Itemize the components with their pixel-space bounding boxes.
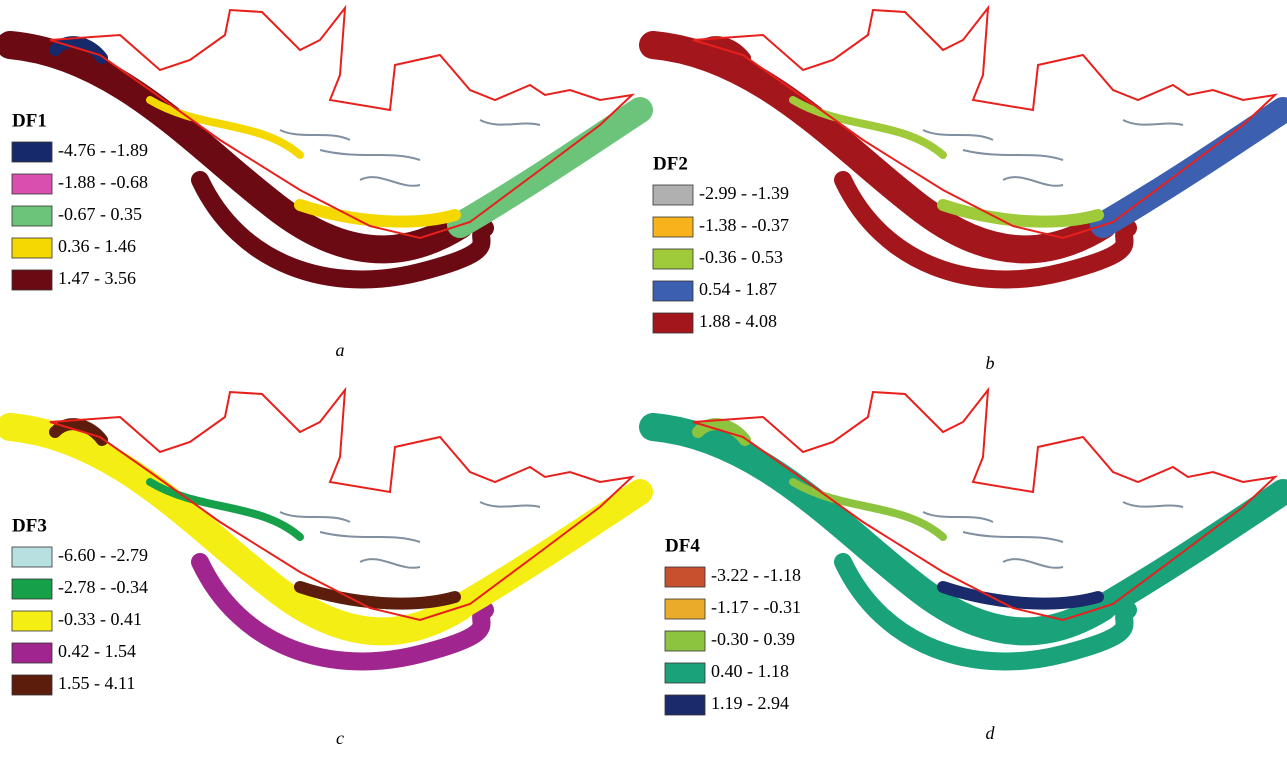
river-zone	[789, 478, 947, 541]
river-zone	[191, 171, 494, 289]
river-zone	[639, 413, 1117, 646]
legend-swatch	[11, 237, 53, 259]
legend-label: -2.99 - -1.39	[699, 183, 789, 203]
side-channel	[359, 558, 421, 569]
side-channel	[962, 531, 1064, 543]
legend-label: -1.38 - -0.37	[699, 215, 789, 235]
side-channel	[1002, 558, 1064, 569]
panel-caption: d	[986, 723, 996, 743]
legend-label: -0.30 - 0.39	[711, 629, 795, 649]
legend-swatch	[11, 674, 53, 696]
legend-swatch	[11, 578, 53, 600]
legend-label: -3.22 - -1.18	[711, 565, 801, 585]
legend-label: -2.78 - -0.34	[58, 577, 148, 597]
map-panel: DF2 -2.99 - -1.39 -1.38 - -0.37 -0.36 - 0.5…	[639, 4, 1287, 373]
study-boundary	[49, 386, 636, 622]
river-zone	[0, 31, 474, 264]
legend-title: DF3	[12, 515, 47, 536]
legend-label: -1.88 - -0.68	[58, 172, 148, 192]
river-zone	[0, 413, 474, 646]
legend-label: 1.47 - 3.56	[58, 268, 136, 288]
river-zone	[447, 97, 653, 238]
legend-label: -0.33 - 0.41	[58, 609, 142, 629]
map-panel: DF3 -6.60 - -2.79 -2.78 - -0.34 -0.33 - 0.4…	[0, 386, 653, 748]
study-boundary	[692, 4, 1279, 240]
legend-swatch	[652, 216, 694, 238]
legend-swatch	[652, 280, 694, 302]
river-zone	[294, 199, 461, 228]
legend-swatch	[11, 173, 53, 195]
river-zone	[639, 31, 1117, 264]
river-zone	[1090, 479, 1287, 620]
panel-caption: b	[986, 353, 995, 373]
legend-swatch	[664, 566, 706, 588]
river-zone	[447, 479, 653, 620]
legend-swatch	[11, 610, 53, 632]
side-channel	[479, 501, 541, 508]
river-zone	[146, 96, 304, 159]
river-zone	[1090, 97, 1287, 238]
legend-swatch	[664, 598, 706, 620]
legend-swatch	[664, 630, 706, 652]
side-channel	[962, 149, 1064, 161]
side-channel	[1122, 119, 1184, 126]
river-zone	[191, 553, 494, 671]
legend-label: -0.67 - 0.35	[58, 204, 142, 224]
legend-title: DF2	[653, 153, 688, 174]
legend-label: -4.76 - -1.89	[58, 140, 148, 160]
legend-label: -1.17 - -0.31	[711, 597, 801, 617]
legend-swatch	[11, 205, 53, 227]
legend-label: 0.54 - 1.87	[699, 279, 777, 299]
legend-swatch	[11, 546, 53, 568]
side-channel	[279, 129, 351, 141]
legend-label: 0.42 - 1.54	[58, 641, 136, 661]
legend-swatch	[11, 642, 53, 664]
river-zone	[146, 478, 304, 541]
river-zone	[937, 199, 1104, 228]
legend-swatch	[664, 694, 706, 716]
side-channel	[479, 119, 541, 126]
legend-label: 1.19 - 2.94	[711, 693, 789, 713]
legend-swatch	[652, 312, 694, 334]
river-zone	[834, 171, 1137, 289]
legend-label: 0.40 - 1.18	[711, 661, 789, 681]
legend-label: -0.36 - 0.53	[699, 247, 783, 267]
legend-swatch	[652, 248, 694, 270]
study-boundary	[49, 4, 636, 240]
legend-label: 1.88 - 4.08	[699, 311, 777, 331]
side-channel	[1122, 501, 1184, 508]
legend-swatch	[652, 184, 694, 206]
study-boundary	[692, 386, 1279, 622]
legend-swatch	[11, 269, 53, 291]
legend-swatch	[11, 141, 53, 163]
side-channel	[319, 149, 421, 161]
side-channel	[922, 511, 994, 523]
river-zone	[294, 581, 461, 610]
side-channel	[279, 511, 351, 523]
panel-caption: c	[336, 728, 344, 748]
panel-caption: a	[336, 340, 345, 360]
legend-swatch	[664, 662, 706, 684]
legend-label: 0.36 - 1.46	[58, 236, 136, 256]
map-panel: DF1 -4.76 - -1.89 -1.88 - -0.68 -0.67 - 0.3…	[0, 4, 653, 360]
side-channel	[922, 129, 994, 141]
side-channel	[359, 176, 421, 187]
river-zone	[834, 553, 1137, 671]
legend-title: DF4	[665, 535, 700, 556]
legend-title: DF1	[12, 110, 47, 131]
map-panel: DF4 -3.22 - -1.18 -1.17 - -0.31 -0.30 - 0.3…	[639, 386, 1287, 743]
legend-label: -6.60 - -2.79	[58, 545, 148, 565]
side-channel	[1002, 176, 1064, 187]
river-zone	[937, 581, 1104, 610]
legend-label: 1.55 - 4.11	[58, 673, 135, 693]
river-zone	[789, 96, 947, 159]
side-channel	[319, 531, 421, 543]
